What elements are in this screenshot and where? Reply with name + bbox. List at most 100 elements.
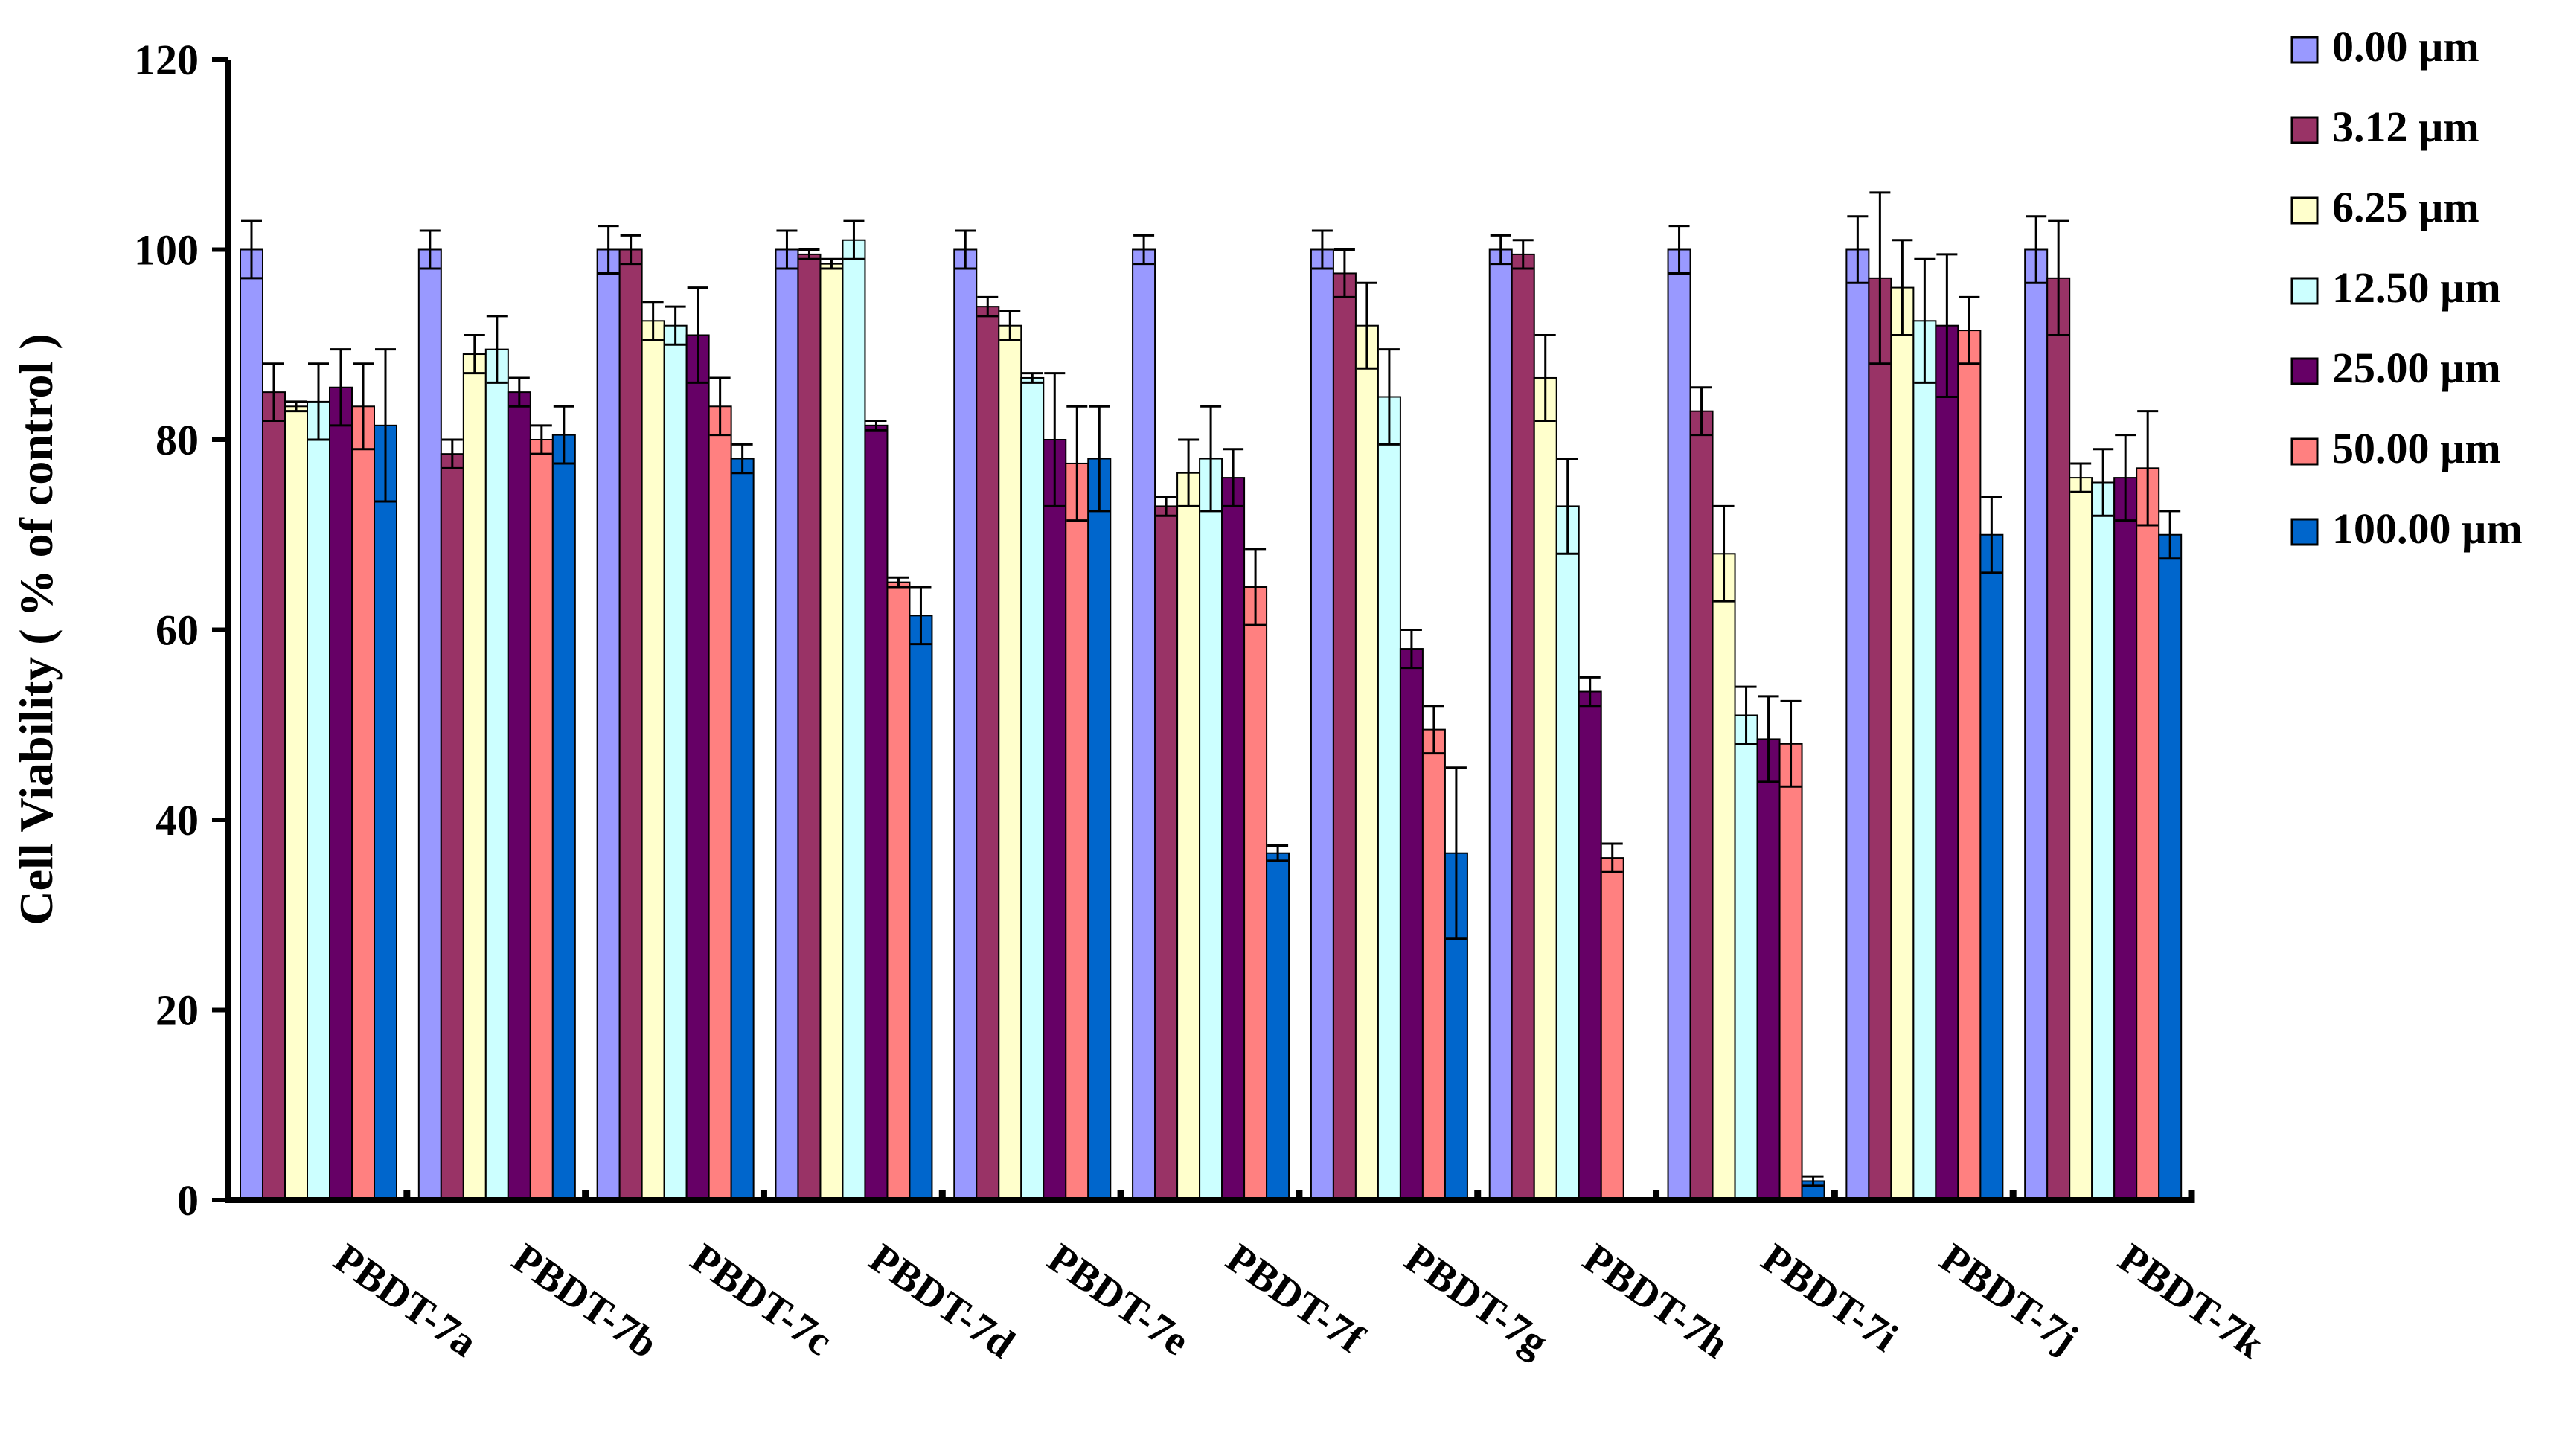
error-bar-pbdt-7j-series-6 [1959, 295, 1980, 365]
error-bar-pbdt-7h-series-5 [1579, 676, 1601, 708]
bar-pbdt-7h-series-2 [1511, 253, 1535, 1202]
bar-pbdt-7h-series-5 [1578, 690, 1602, 1201]
error-bar-pbdt-7d-series-7 [910, 586, 932, 646]
y-tick-label-20: 20 [156, 987, 199, 1035]
bar-pbdt-7a-series-1 [240, 248, 263, 1201]
y-tick-label-60: 60 [156, 606, 199, 655]
bar-pbdt-7i-series-2 [1689, 410, 1714, 1201]
error-bar-pbdt-7j-series-5 [1936, 253, 1958, 399]
legend-swatch-5 [2290, 357, 2319, 385]
bar-pbdt-7i-series-1 [1667, 248, 1691, 1201]
bar-pbdt-7f-series-6 [1243, 586, 1268, 1201]
bar-pbdt-7h-series-3 [1533, 376, 1557, 1201]
error-bar-pbdt-7i-series-7 [1802, 1175, 1824, 1187]
bar-pbdt-7d-series-4 [842, 239, 866, 1202]
legend-label-4: 12.50 µm [2332, 263, 2501, 312]
bar-pbdt-7i-series-6 [1778, 743, 1803, 1201]
error-bar-pbdt-7i-series-1 [1668, 225, 1690, 275]
bar-pbdt-7g-series-1 [1310, 248, 1334, 1201]
error-bar-pbdt-7b-series-6 [531, 424, 552, 455]
error-bar-pbdt-7a-series-2 [263, 362, 284, 422]
y-ticks: 0 20 40 60 80 100 120 [134, 36, 228, 1225]
bar-pbdt-7j-series-3 [1890, 286, 1915, 1202]
error-bar-pbdt-7b-series-1 [419, 229, 441, 270]
legend-label-1: 0.00 µm [2332, 22, 2479, 71]
x-tick-label-pbdt-7a: PBDT-7a [326, 1235, 486, 1366]
bar-pbdt-7f-series-1 [1132, 248, 1156, 1201]
legend: 0.00 µm 3.12 µm 6.25 µm 12.50 µm 25.00 µm 50.… [2290, 22, 2523, 553]
error-bar-pbdt-7f-series-7 [1267, 844, 1289, 862]
y-tick-label-120: 120 [134, 36, 199, 84]
error-bar-pbdt-7f-series-4 [1200, 405, 1222, 513]
x-tick-label-pbdt-7e: PBDT-7e [1040, 1235, 1197, 1365]
legend-swatch-6 [2290, 437, 2319, 466]
bar-pbdt-7f-series-7 [1266, 852, 1290, 1202]
legend-swatch-1 [2290, 36, 2319, 64]
error-bar-pbdt-7h-series-1 [1490, 234, 1511, 266]
bar-pbdt-7i-series-4 [1734, 714, 1758, 1201]
error-bar-pbdt-7c-series-3 [642, 301, 664, 341]
bar-pbdt-7c-series-4 [663, 324, 688, 1202]
bar-pbdt-7a-series-5 [329, 386, 353, 1201]
x-tick-label-pbdt-7k: PBDT-7k [2110, 1235, 2273, 1368]
bar-pbdt-7e-series-4 [1020, 376, 1045, 1201]
error-bar-pbdt-7g-series-1 [1311, 229, 1333, 270]
bar-pbdt-7c-series-6 [708, 405, 732, 1201]
x-tick-label-pbdt-7i: PBDT-7i [1753, 1235, 1906, 1361]
error-bar-pbdt-7g-series-5 [1400, 629, 1422, 670]
legend-swatch-4 [2290, 277, 2319, 305]
error-bar-pbdt-7i-series-2 [1691, 386, 1712, 437]
legend-label-5: 25.00 µm [2332, 344, 2501, 392]
bar-pbdt-7f-series-3 [1176, 472, 1201, 1201]
error-bar-pbdt-7k-series-6 [2137, 410, 2159, 527]
bar-pbdt-7k-series-2 [2046, 277, 2071, 1202]
error-bar-pbdt-7b-series-4 [486, 315, 508, 384]
legend-item-2: 3.12 µm [2290, 103, 2479, 151]
error-bar-pbdt-7c-series-2 [620, 234, 641, 266]
bar-pbdt-7e-series-7 [1087, 458, 1112, 1201]
bar-pbdt-7j-series-5 [1935, 324, 1959, 1202]
bar-pbdt-7e-series-2 [976, 306, 1000, 1201]
y-tick-label-40: 40 [156, 796, 199, 844]
bar-pbdt-7g-series-5 [1399, 648, 1424, 1201]
bar-pbdt-7c-series-3 [641, 320, 665, 1201]
legend-item-7: 100.00 µm [2290, 504, 2523, 553]
error-bar-pbdt-7k-series-7 [2159, 510, 2181, 560]
y-tick-label-80: 80 [156, 416, 199, 464]
x-ticks [403, 1190, 2195, 1203]
error-bar-pbdt-7j-series-3 [1892, 239, 1913, 336]
bar-pbdt-7e-series-1 [953, 248, 978, 1201]
error-bar-pbdt-7c-series-6 [709, 376, 731, 437]
bar-pbdt-7k-series-6 [2136, 467, 2160, 1201]
error-bar-pbdt-7j-series-7 [1981, 496, 2002, 574]
x-tick-label-pbdt-7f: PBDT-7f [1218, 1235, 1373, 1363]
error-bar-pbdt-7d-series-5 [865, 419, 887, 432]
error-bar-pbdt-7j-series-2 [1869, 191, 1891, 365]
bar-pbdt-7b-series-6 [529, 439, 554, 1201]
error-bar-pbdt-7g-series-6 [1423, 705, 1444, 755]
error-bar-pbdt-7a-series-6 [353, 362, 374, 451]
error-bar-pbdt-7b-series-7 [553, 405, 574, 465]
bar-pbdt-7d-series-6 [886, 581, 911, 1201]
error-bar-pbdt-7d-series-6 [888, 576, 909, 589]
error-bar-pbdt-7c-series-5 [687, 286, 708, 384]
error-bar-pbdt-7c-series-1 [598, 225, 619, 275]
error-bar-pbdt-7e-series-5 [1044, 372, 1066, 507]
bar-pbdt-7c-series-1 [596, 248, 621, 1201]
bar-pbdt-7i-series-5 [1756, 738, 1781, 1201]
bar-pbdt-7a-series-4 [307, 400, 330, 1201]
bar-pbdt-7d-series-5 [864, 424, 889, 1201]
error-bar-pbdt-7b-series-3 [464, 333, 485, 375]
error-bar-pbdt-7j-series-1 [1847, 215, 1869, 284]
error-bar-pbdt-7c-series-7 [731, 443, 753, 475]
bar-pbdt-7h-series-1 [1488, 248, 1513, 1201]
bar-pbdt-7k-series-1 [2024, 248, 2049, 1201]
bar-pbdt-7e-series-6 [1065, 462, 1089, 1201]
x-tick-label-pbdt-7h: PBDT-7h [1575, 1235, 1736, 1367]
legend-label-3: 6.25 µm [2332, 183, 2479, 231]
legend-item-5: 25.00 µm [2290, 344, 2501, 392]
bar-pbdt-7k-series-4 [2091, 481, 2116, 1201]
y-axis-label: Cell Viability ( % of control ) [10, 333, 63, 925]
bar-pbdt-7b-series-2 [440, 453, 464, 1201]
bar-pbdt-7b-series-3 [462, 353, 487, 1201]
